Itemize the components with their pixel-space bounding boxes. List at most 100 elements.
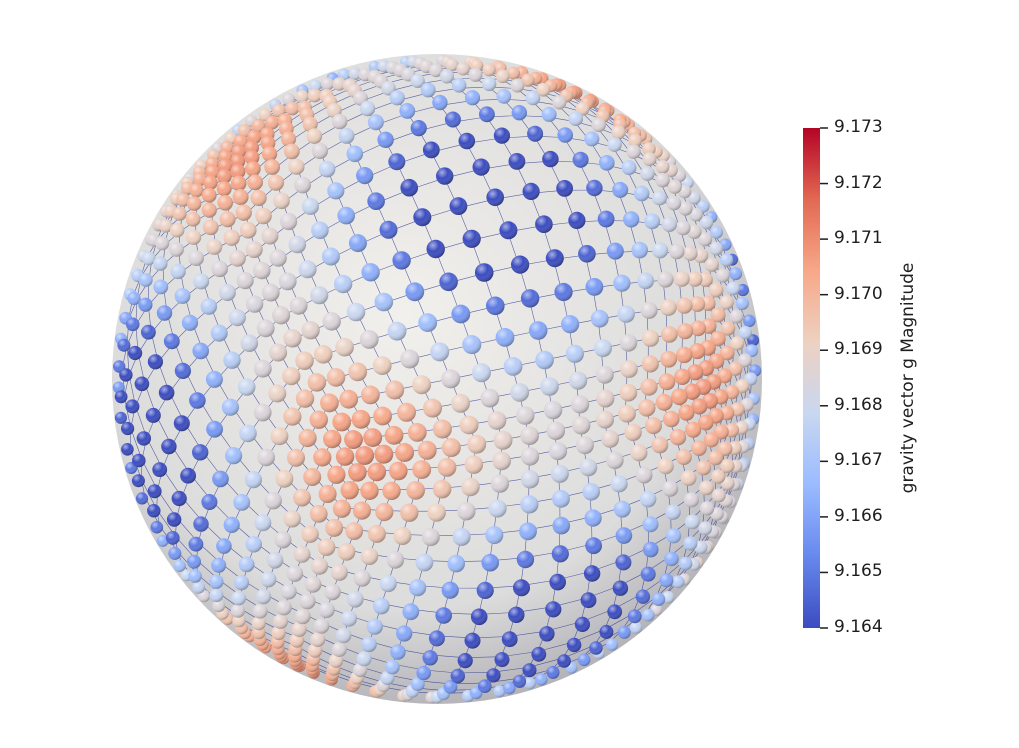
gravity-point-shading xyxy=(668,243,685,260)
gravity-point-shading xyxy=(147,504,161,518)
gravity-point-shading xyxy=(416,665,432,681)
gravity-point-shading xyxy=(605,638,619,651)
gravity-point-shading xyxy=(683,536,698,551)
gravity-point-shading xyxy=(368,60,381,73)
gravity-point-shading xyxy=(273,192,290,210)
gravity-point-shading xyxy=(510,255,530,274)
gravity-point-shading xyxy=(640,301,658,319)
gravity-point-shading xyxy=(551,545,569,563)
gravity-point-shading xyxy=(174,288,191,304)
gravity-point-shading xyxy=(543,400,563,420)
gravity-point-shading xyxy=(363,428,383,447)
gravity-point-shading xyxy=(351,409,371,429)
gravity-point-shading xyxy=(400,503,419,522)
gravity-point-shading xyxy=(159,219,173,233)
gravity-point-shading xyxy=(187,196,202,211)
gravity-point-shading xyxy=(302,116,318,132)
gravity-point-shading xyxy=(323,429,342,449)
gravity-point-shading xyxy=(437,458,457,477)
gravity-point-shading xyxy=(467,434,487,454)
gravity-point-shading xyxy=(117,338,131,352)
gravity-point-shading xyxy=(432,94,448,111)
gravity-point-shading xyxy=(719,253,734,267)
gravity-point-shading xyxy=(304,576,322,593)
gravity-point-shading xyxy=(674,368,691,385)
gravity-point-shading xyxy=(618,404,636,423)
gravity-point-shading xyxy=(384,425,404,445)
gravity-point-shading xyxy=(330,563,348,581)
gravity-point-shading xyxy=(317,538,336,556)
gravity-point-shading xyxy=(286,565,304,582)
gravity-point-shading xyxy=(541,106,557,122)
colorbar-tick-label: 9.172 xyxy=(834,172,883,193)
gravity-point-shading xyxy=(309,505,328,523)
colorbar-tick-label: 9.169 xyxy=(834,339,883,360)
gravity-point-shading xyxy=(301,525,319,543)
gravity-point-shading xyxy=(432,419,452,439)
gravity-point-shading xyxy=(367,462,387,482)
gravity-point-shading xyxy=(388,153,406,171)
gravity-point-shading xyxy=(240,334,259,353)
gravity-point-shading xyxy=(719,345,735,361)
sphere-surface xyxy=(112,54,762,704)
gravity-point-shading xyxy=(337,543,356,561)
gravity-point-shading xyxy=(471,363,491,383)
gravity-point-shading xyxy=(436,167,454,185)
gravity-point-shading xyxy=(441,581,459,599)
legend-title: gravity vector g Magnitude xyxy=(898,262,918,494)
gravity-point-shading xyxy=(439,272,458,292)
gravity-point-shading xyxy=(192,581,206,594)
gravity-point-shading xyxy=(549,573,566,591)
gravity-point-shading xyxy=(464,90,481,106)
gravity-point-shading xyxy=(327,182,345,200)
gravity-point-shading xyxy=(596,389,615,408)
gravity-point-shading xyxy=(510,78,525,93)
gravity-point-shading xyxy=(400,349,420,369)
gravity-point-shading xyxy=(255,588,272,605)
gravity-point-shading xyxy=(720,458,735,473)
gravity-point-shading xyxy=(280,583,297,600)
gravity-point-shading xyxy=(145,407,161,423)
gravity-point-shading xyxy=(203,219,219,236)
gravity-point-shading xyxy=(443,680,458,694)
gravity-point-shading xyxy=(687,191,701,205)
gravity-point-shading xyxy=(510,383,530,402)
gravity-point-shading xyxy=(666,528,682,544)
gravity-point-shading xyxy=(225,447,243,465)
gravity-point-shading xyxy=(571,395,590,414)
gravity-point-shading xyxy=(382,481,401,501)
gravity-point-shading xyxy=(730,336,745,351)
gravity-point-shading xyxy=(361,385,380,405)
gravity-point-shading xyxy=(247,174,263,191)
gravity-point-shading xyxy=(520,470,540,489)
gravity-point-shading xyxy=(507,66,520,80)
gravity-point-shading xyxy=(552,95,567,110)
gravity-point-shading xyxy=(373,406,392,426)
gravity-point-shading xyxy=(658,373,676,391)
gravity-point-shading xyxy=(212,599,226,613)
gravity-point-shading xyxy=(209,588,224,603)
gravity-point-shading xyxy=(607,137,622,152)
gravity-point-shading xyxy=(221,398,239,416)
gravity-point-shading xyxy=(568,111,583,126)
gravity-point-shading xyxy=(353,662,368,678)
gravity-point-shading xyxy=(613,500,631,518)
gravity-point-shading xyxy=(390,644,406,660)
gravity-point-shading xyxy=(546,665,560,679)
gravity-point-shading xyxy=(472,158,490,176)
gravity-point-shading xyxy=(239,221,257,239)
gravity-point-shading xyxy=(521,73,535,87)
gravity-point-shading xyxy=(381,80,396,96)
gravity-point-shading xyxy=(468,67,483,82)
gravity-point-shading xyxy=(201,494,218,510)
gravity-point-shading xyxy=(410,677,425,691)
gravity-point-shading xyxy=(412,375,432,395)
colorbar-ticks xyxy=(820,127,828,629)
gravity-point-shading xyxy=(519,522,537,541)
gravity-point-shading xyxy=(673,270,690,287)
gravity-point-shading xyxy=(493,685,506,698)
gravity-point-shading xyxy=(520,447,540,466)
gravity-point-shading xyxy=(269,343,288,362)
gravity-point-shading xyxy=(621,160,637,176)
